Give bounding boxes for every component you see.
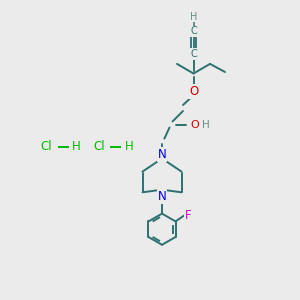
Text: C: C <box>190 26 197 37</box>
Text: Cl: Cl <box>41 140 52 154</box>
Text: H: H <box>124 140 134 154</box>
Text: H: H <box>190 11 197 22</box>
Text: Cl: Cl <box>93 140 105 154</box>
Text: H: H <box>202 119 210 130</box>
Text: H: H <box>72 140 81 154</box>
Text: N: N <box>158 190 166 203</box>
Text: N: N <box>158 148 166 161</box>
Text: O: O <box>189 85 198 98</box>
Text: C: C <box>190 49 197 59</box>
Text: F: F <box>184 209 191 222</box>
Text: O: O <box>190 119 199 130</box>
